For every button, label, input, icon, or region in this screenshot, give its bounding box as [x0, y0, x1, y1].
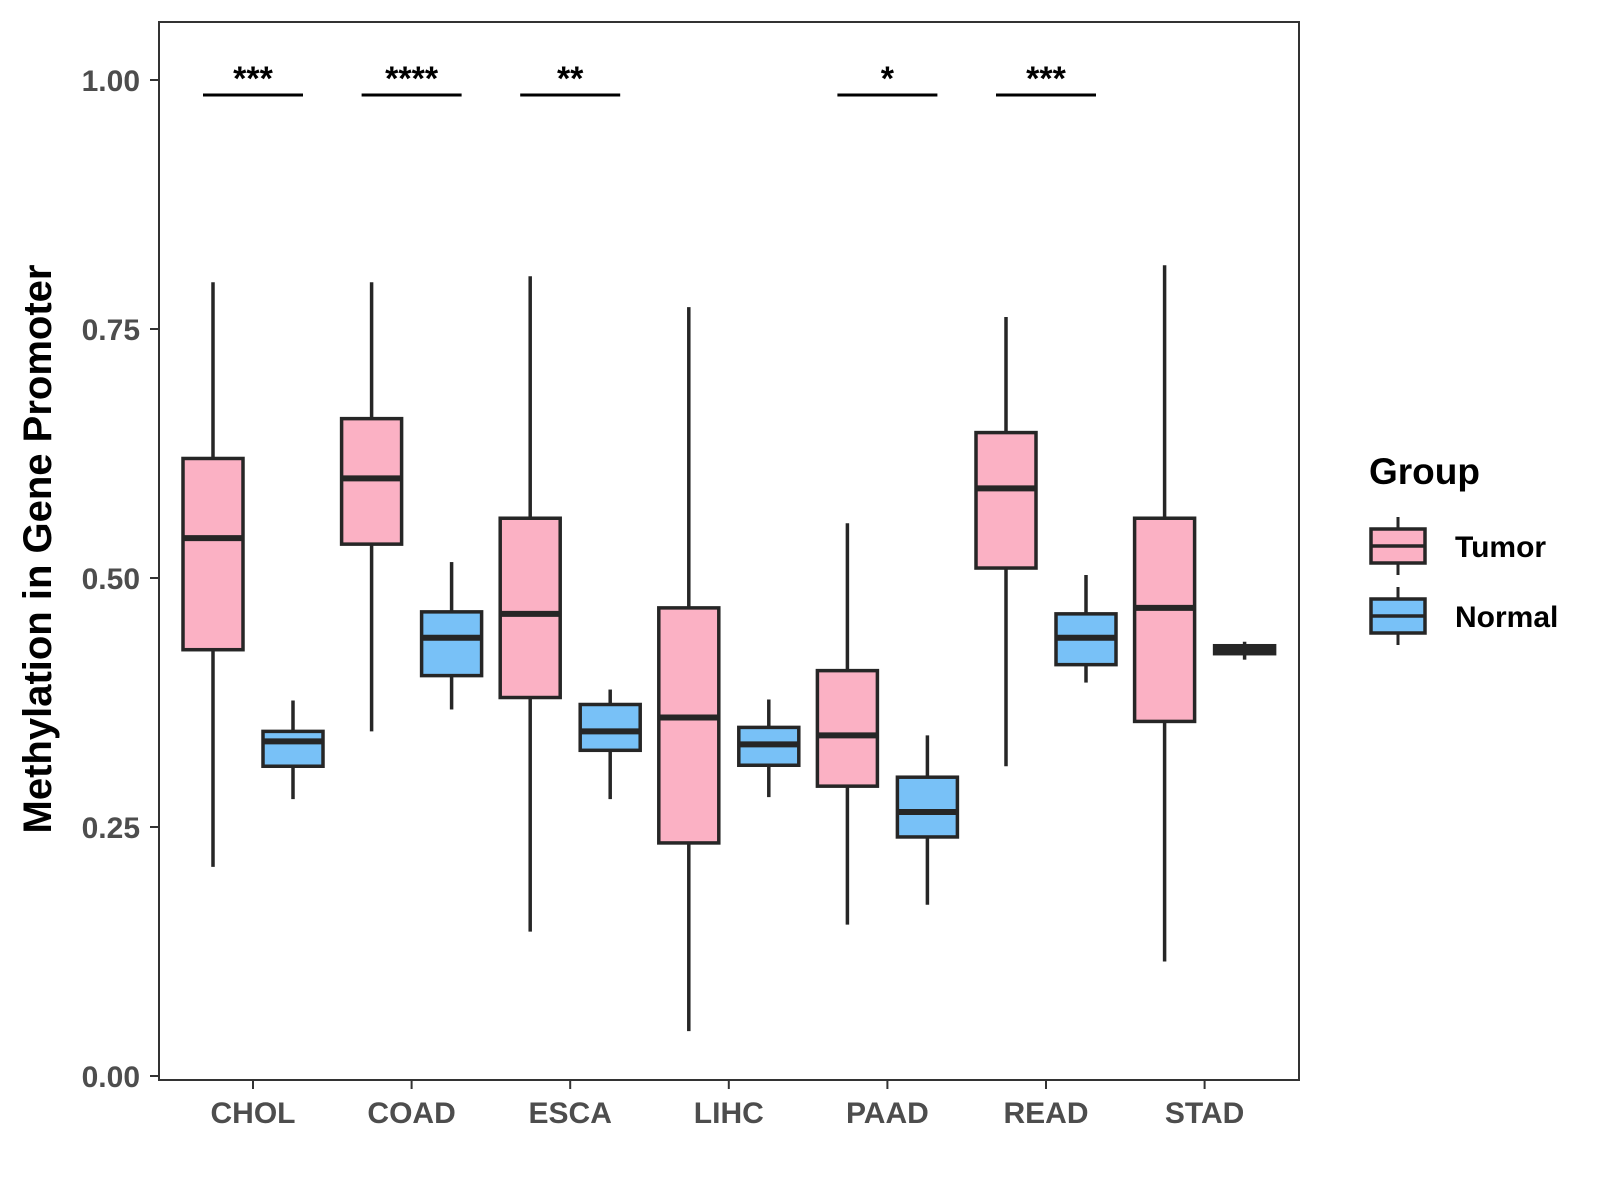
- series-tumor: [181, 265, 1197, 1032]
- y-tick-label: 0.75: [82, 314, 140, 347]
- x-tick-label-lihc: LIHC: [694, 1097, 764, 1130]
- plot-panel-border: [158, 21, 1300, 1081]
- y-tick-label: 0.25: [82, 812, 140, 845]
- box-normal-coad: [419, 610, 484, 678]
- box-tumor-stad: [1132, 516, 1197, 724]
- box-normal-paad: [895, 775, 960, 839]
- box-tumor-esca: [498, 516, 562, 700]
- significance-label-read: ***: [1026, 60, 1066, 98]
- significance-label-paad: *: [881, 60, 895, 98]
- legend-label-tumor: Tumor: [1455, 531, 1546, 564]
- significance-label-coad: ****: [385, 60, 439, 98]
- significance-label-chol: ***: [233, 60, 273, 98]
- x-tick-label-coad: COAD: [367, 1097, 455, 1130]
- box-tumor-read: [974, 430, 1038, 570]
- legend-entry-tumor: Tumor: [1369, 517, 1546, 575]
- significance-label-esca: **: [557, 60, 584, 98]
- box-normal-esca: [578, 702, 642, 753]
- axes: 0.00 0.25 0.50 0.75 1.00 CHOL COAD ESCA LIHC PAAD…: [82, 21, 1300, 1130]
- legend-label-normal: Normal: [1455, 601, 1558, 634]
- x-tick-label-read: READ: [1003, 1097, 1088, 1130]
- box-tumor-lihc: [657, 606, 721, 845]
- x-tick-label-esca: ESCA: [529, 1097, 612, 1130]
- box-tumor-chol: [181, 456, 245, 652]
- y-tick-label: 1.00: [82, 65, 140, 98]
- legend-title: Group: [1369, 451, 1480, 492]
- box-normal-chol: [261, 729, 325, 768]
- y-tick-label: 0.00: [82, 1061, 140, 1094]
- x-tick-label-chol: CHOL: [211, 1097, 296, 1130]
- legend: Group Tumor Normal: [1369, 451, 1558, 645]
- y-tick-label: 0.50: [82, 563, 140, 596]
- y-axis-title: Methylation in Gene Promoter: [16, 265, 60, 834]
- plot-area: *** **** ** * ***: [181, 60, 1277, 1032]
- x-tick-label-paad: PAAD: [846, 1097, 929, 1130]
- box-tumor-paad: [815, 668, 880, 788]
- x-tick-label-stad: STAD: [1165, 1097, 1244, 1130]
- series-normal: [261, 562, 1277, 905]
- legend-entry-normal: Normal: [1369, 587, 1558, 645]
